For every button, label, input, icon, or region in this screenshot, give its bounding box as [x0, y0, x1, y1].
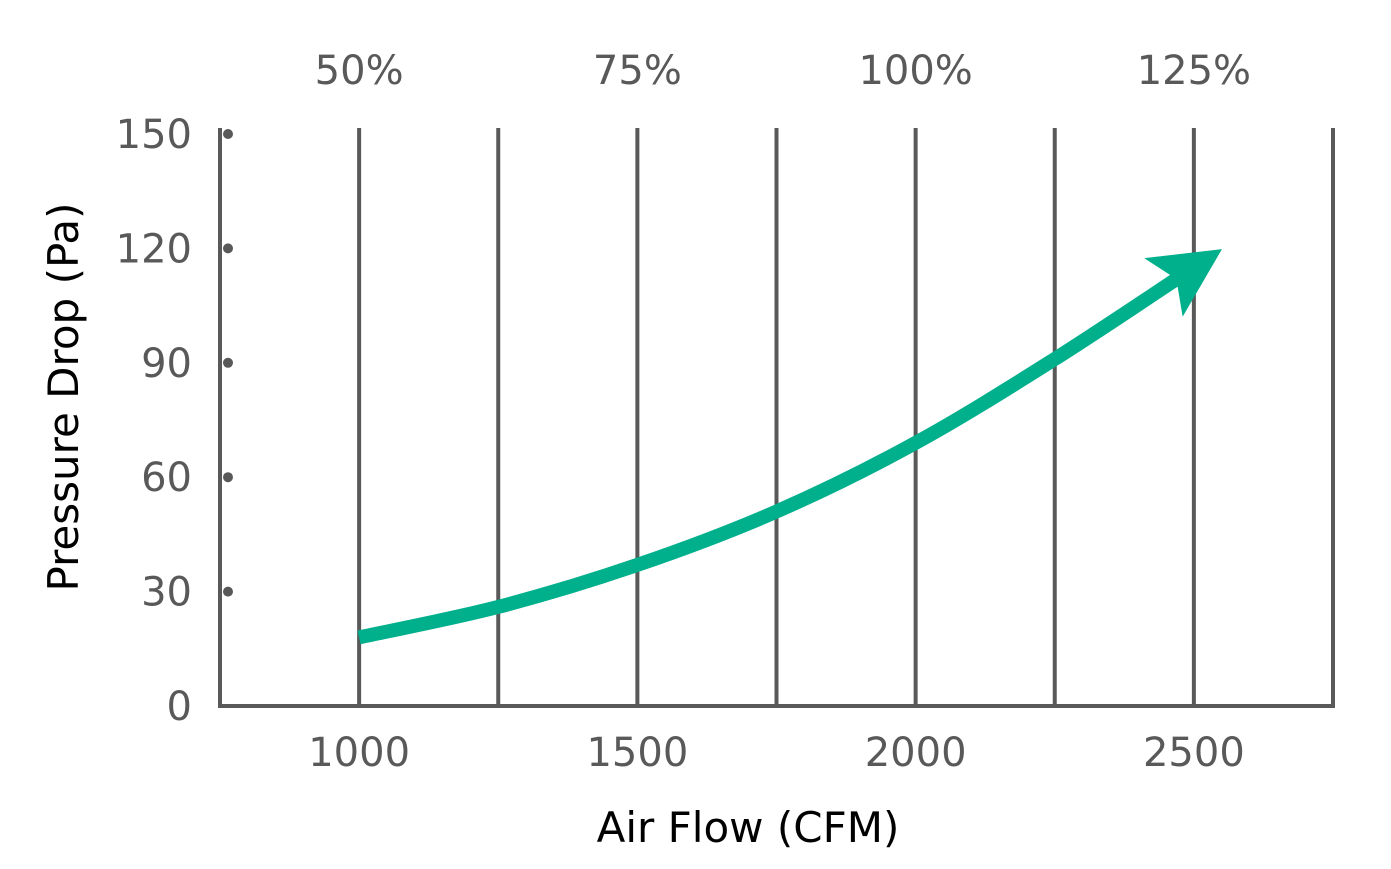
top-tick-label-50pct: 50%	[315, 48, 404, 94]
top-tick-label-125pct: 125%	[1137, 48, 1251, 94]
x-tick-label-2000: 2000	[865, 730, 967, 776]
y-tick-dot-30	[223, 586, 233, 597]
y-tick-label-60: 60	[141, 455, 192, 501]
y-tick-dot-90	[223, 357, 233, 368]
y-tick-label-120: 120	[116, 226, 192, 272]
y-tick-dot-150	[223, 129, 233, 139]
axes	[218, 128, 1335, 708]
series-line-0	[357, 249, 1223, 645]
y-tick-label-30: 30	[141, 570, 192, 616]
y-tick-label-150: 150	[116, 112, 192, 158]
y-axis-title: Pressure Drop (Pa)	[39, 202, 88, 591]
y-tick-dot-60	[223, 472, 233, 483]
x-axis-title: Air Flow (CFM)	[597, 803, 900, 852]
y-tick-dot-120	[223, 243, 233, 254]
x-tick-label-1500: 1500	[586, 730, 688, 776]
top-tick-label-100pct: 100%	[858, 48, 972, 94]
y-tick-label-0: 0	[167, 684, 192, 730]
x-tick-label-1000: 1000	[308, 730, 410, 776]
y-tick-label-90: 90	[141, 341, 192, 387]
vertical-gridlines	[357, 128, 1335, 706]
series-layer	[357, 249, 1223, 645]
tick-labels: 0 30 60 90 120 150 1000 1500 2000 2500 50% 75% 100% 1…	[116, 48, 1251, 776]
top-tick-label-75pct: 75%	[593, 48, 682, 94]
x-tick-label-2500: 2500	[1143, 730, 1245, 776]
